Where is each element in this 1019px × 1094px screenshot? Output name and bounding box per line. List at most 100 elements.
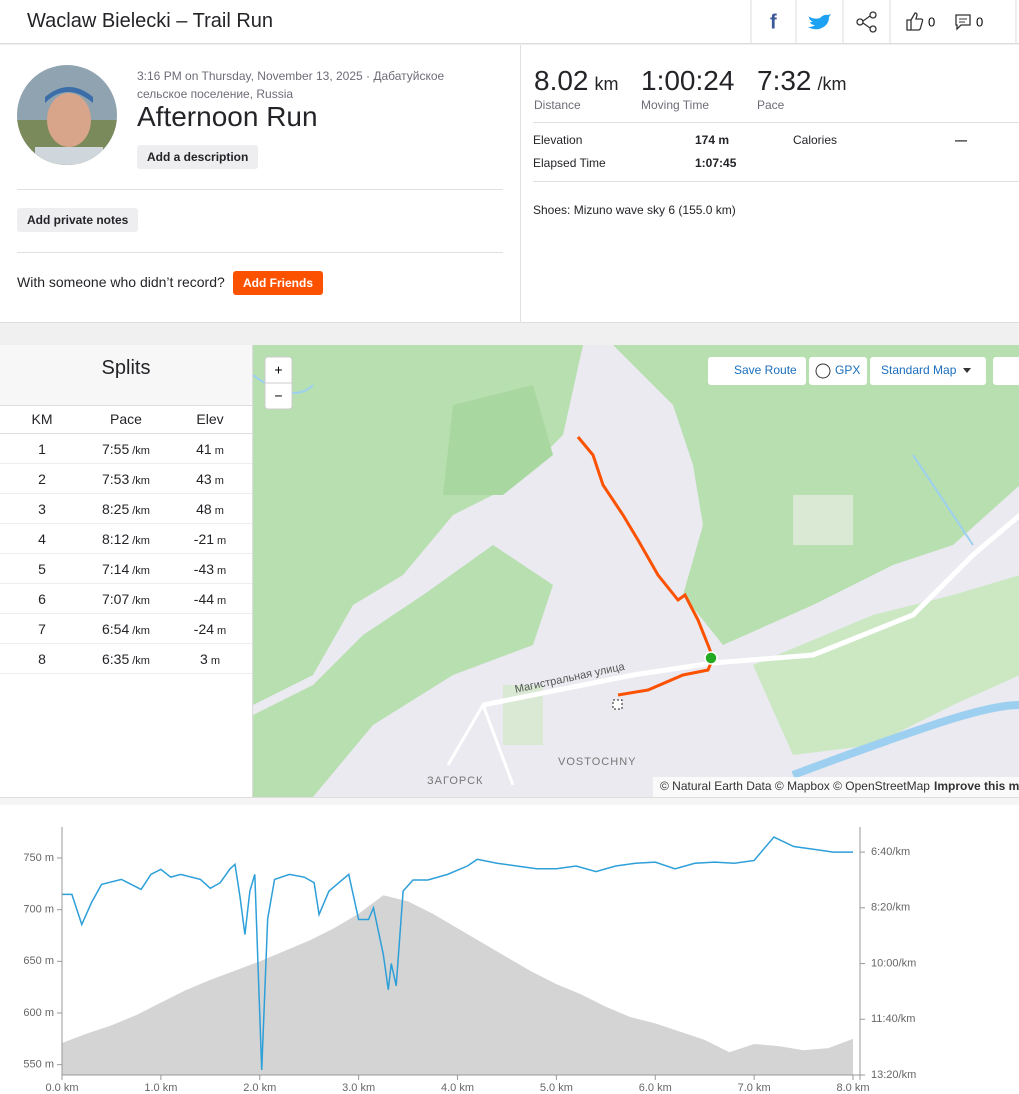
pace-value: 7:07: [102, 591, 130, 607]
district-label: VOSTOCHNY: [558, 756, 636, 768]
split-row: [0, 584, 252, 614]
pace-value: 7:55: [102, 441, 130, 457]
save-route-button[interactable]: Save Route: [734, 363, 797, 377]
avatar[interactable]: [17, 65, 117, 165]
start-marker: [704, 651, 718, 665]
stat-value: 7:32/km: [757, 65, 847, 97]
split-pace: 8:25/km: [86, 501, 166, 517]
pace-value: 6:35: [102, 651, 130, 667]
split-elev: -21 m: [170, 531, 250, 547]
split-pace: 6:54/km: [86, 621, 166, 637]
stat-label: Distance: [534, 98, 581, 112]
share-icon[interactable]: [856, 11, 877, 33]
zoom-in[interactable]: +: [274, 362, 282, 378]
split-row: [0, 644, 252, 674]
page-title: Waclaw Bielecki – Trail Run: [27, 10, 274, 32]
split-elev: -43 m: [170, 561, 250, 577]
column-header: Elev: [196, 411, 224, 427]
elevation-pace-chart: 550 m 600 m 650 m 700 m 750 m 13:20/km 11:40/k…: [0, 805, 1019, 1094]
divider: [17, 252, 503, 253]
x-tick-label: 1.0 km: [144, 1082, 177, 1094]
elev-value: -24: [193, 621, 215, 637]
elev-value: -21: [193, 531, 215, 547]
private-notes-button[interactable]: Add private notes: [17, 208, 139, 232]
stat-value: 1:00:24: [641, 65, 734, 97]
pace-value: 6:54: [102, 621, 130, 637]
elev-unit: m: [217, 535, 227, 547]
elev-unit: m: [214, 475, 224, 487]
route: [576, 436, 715, 697]
split-km: 3: [38, 501, 46, 517]
resize-handle[interactable]: [0, 797, 1019, 805]
y2-tick-label: 10:00/km: [871, 957, 916, 969]
add-description-button[interactable]: Add a description: [137, 145, 259, 169]
y-tick-label: 750 m: [23, 852, 54, 864]
with-someone-text: With someone who didn’t record?: [17, 274, 225, 290]
splits-panel: Splits KM Pace Elev 1 7:55/km 41 m 2 7:53/km 43 m 3…: [0, 345, 252, 797]
x-tick-label: 6.0 km: [639, 1082, 672, 1094]
gpx-button[interactable]: GPX: [835, 363, 860, 377]
add-friends-button[interactable]: Add Friends: [233, 271, 324, 295]
header-actions: f 0 0: [750, 0, 1017, 44]
split-row: [0, 614, 252, 644]
pace-unit: /km: [132, 595, 150, 607]
split-row: [0, 464, 252, 494]
y-tick-label: 650 m: [23, 955, 54, 967]
pace-unit: /km: [132, 655, 150, 667]
splits-title: Splits: [101, 357, 151, 379]
y-tick-label: 600 m: [23, 1007, 54, 1019]
x-tick-label: 5.0 km: [540, 1082, 573, 1094]
split-row: [0, 524, 252, 554]
split-pace: 7:55/km: [86, 441, 166, 457]
activity-date-location: 3:16 PM on Thursday, November 13, 2025 ·…: [137, 69, 445, 101]
comment-count: 0: [976, 14, 983, 29]
stat-label: Pace: [757, 98, 785, 112]
y2-tick-label: 13:20/km: [871, 1069, 916, 1081]
map-road: [482, 513, 1019, 708]
stat-label: Calories: [793, 133, 838, 147]
stat-number: 7:32: [757, 65, 812, 96]
split-km: 8: [38, 651, 46, 667]
split-pace: 6:35/km: [86, 651, 166, 667]
improve-map-link[interactable]: Improve this map: [934, 779, 1019, 793]
pace-line: [62, 836, 853, 1071]
kudos-icon[interactable]: [906, 12, 924, 31]
elev-unit: m: [217, 595, 227, 607]
split-km: 5: [38, 561, 46, 577]
x-tick-label: 8.0 km: [836, 1082, 869, 1094]
pace-value: 7:53: [102, 471, 130, 487]
comment-icon[interactable]: [955, 14, 971, 31]
kudos-count: 0: [928, 14, 935, 29]
divider: [520, 45, 521, 323]
split-km: 6: [38, 591, 46, 607]
map-style-button[interactable]: Standard Map: [881, 363, 957, 377]
split-pace: 7:07/km: [86, 591, 166, 607]
split-row: [0, 554, 252, 584]
elev-unit: m: [214, 445, 224, 457]
facebook-icon[interactable]: f: [770, 11, 777, 33]
divider: [533, 122, 1019, 123]
elev-value: 43: [196, 471, 212, 487]
stat-number: 8.02: [534, 65, 589, 96]
elev-value: -44: [193, 591, 215, 607]
elev-unit: m: [214, 505, 224, 517]
split-row: [0, 434, 252, 464]
splits-header-row: [0, 405, 252, 434]
elevation-area: [62, 895, 853, 1075]
zoom-out[interactable]: −: [274, 388, 282, 404]
stat-number: 1:00:24: [641, 65, 735, 96]
twitter-icon[interactable]: [808, 14, 831, 30]
split-km: 4: [38, 531, 46, 547]
pace-unit: /km: [132, 445, 150, 457]
district-label: ЗАГОРСК: [427, 775, 483, 787]
x-tick-label: 3.0 km: [342, 1082, 375, 1094]
column-header: Pace: [110, 411, 142, 427]
pace-unit: /km: [132, 625, 150, 637]
split-km: 2: [38, 471, 46, 487]
pace-value: 8:12: [102, 531, 130, 547]
header: Waclaw Bielecki – Trail Run f 0 0: [0, 0, 1019, 44]
elev-value: 48: [196, 501, 212, 517]
pace-unit: /km: [132, 565, 150, 577]
map[interactable]: Магистральная улица VOSTOCHNY ЗАГОРСК + …: [252, 345, 1019, 797]
stat-label: Elapsed Time: [533, 156, 606, 170]
